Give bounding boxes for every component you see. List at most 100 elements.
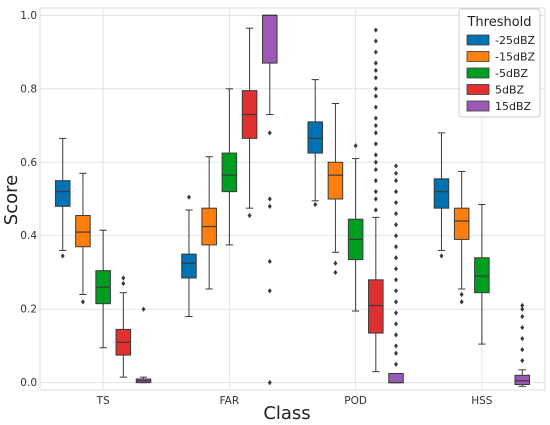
box--25dBZ-HSS (433, 132, 450, 259)
outlier-point (373, 38, 378, 44)
legend-swatch--15dBZ (466, 51, 490, 62)
outlier-point (394, 178, 399, 184)
box-iqr (307, 121, 323, 154)
box-iqr (474, 257, 490, 294)
outlier-point (373, 104, 378, 110)
box-iqr (514, 374, 531, 385)
outlier-point (394, 189, 399, 195)
outlier-point (267, 196, 272, 202)
outlier-point (353, 143, 358, 149)
box--15dBZ-TS (75, 172, 91, 305)
outlier-point (333, 260, 338, 266)
legend-swatch-15dBZ (466, 100, 490, 112)
legend-label: -5dBZ (495, 67, 528, 80)
box--15dBZ-FAR (201, 156, 217, 290)
outlier-point (394, 299, 399, 305)
box-15dBZ-TS (135, 306, 152, 384)
outlier-point (373, 178, 378, 184)
y-axis-title: Score (1, 175, 22, 225)
box-iqr (262, 14, 278, 64)
legend-swatch--5dBZ (466, 67, 490, 79)
legend-label: 5dBZ (495, 84, 525, 97)
outlier-point (373, 196, 378, 202)
legend-label: 15dBZ (495, 100, 532, 113)
outlier-point (394, 350, 399, 356)
outlier-point (373, 141, 378, 147)
outlier-point (394, 343, 399, 349)
outlier-point (333, 269, 338, 276)
box--25dBZ-TS (54, 137, 71, 259)
outlier-point (394, 163, 399, 169)
y-tick-label: 0.0 (20, 377, 37, 389)
y-tick-label: 0.4 (20, 230, 37, 242)
x-axis-title: Class (263, 403, 310, 424)
outlier-point (373, 167, 378, 173)
outlier-point (80, 299, 85, 305)
outlier-point (520, 358, 525, 364)
outlier-point (520, 324, 525, 331)
box--5dBZ-FAR (221, 88, 238, 246)
box-15dBZ-FAR (262, 14, 278, 386)
box-5dBZ-FAR (241, 27, 258, 219)
outlier-point (394, 211, 399, 217)
outlier-point (373, 159, 378, 165)
x-tick-label: HSS (471, 395, 493, 407)
outlier-point (394, 277, 399, 283)
box-iqr (388, 372, 404, 384)
legend-swatch-5dBZ (466, 84, 490, 95)
box--25dBZ-FAR (181, 194, 197, 318)
outlier-point (394, 170, 399, 176)
outlier-point (373, 86, 378, 92)
outlier-point (373, 60, 378, 66)
outlier-point (186, 194, 191, 200)
box-iqr (54, 180, 71, 207)
box--5dBZ-TS (95, 229, 111, 349)
outlier-point (373, 49, 378, 55)
outlier-point (247, 212, 252, 219)
outlier-point (267, 130, 272, 136)
outlier-point (313, 201, 318, 208)
box--15dBZ-POD (327, 103, 344, 276)
outlier-point (394, 321, 399, 327)
outlier-point (394, 222, 399, 228)
outlier-point (121, 275, 126, 281)
outlier-point (373, 93, 378, 99)
outlier-point (141, 306, 146, 312)
outlier-point (394, 332, 399, 338)
box-iqr (181, 253, 197, 279)
outlier-point (394, 266, 399, 272)
outlier-point (373, 75, 378, 81)
box--15dBZ-HSS (453, 170, 470, 305)
plot-layer (54, 14, 531, 387)
outlier-point (60, 253, 65, 259)
outlier-point (121, 280, 126, 287)
axis-layer: 0.0 0.2 0.4 0.6 0.8 1.0 TS FAR POD HSS (20, 10, 493, 407)
outlier-point (439, 253, 444, 259)
outlier-point (520, 306, 525, 312)
outlier-point (373, 122, 378, 129)
outlier-point (267, 288, 272, 294)
legend-label: -25dBZ (495, 34, 535, 47)
y-tick-label: 0.6 (20, 157, 37, 169)
outlier-point (459, 299, 464, 305)
outlier-point (394, 361, 399, 367)
y-tick-label: 0.8 (20, 83, 37, 95)
box-iqr (327, 161, 344, 200)
outlier-point (373, 152, 378, 158)
outlier-point (394, 255, 399, 261)
outlier-point (520, 302, 525, 309)
legend-title: Threshold (466, 15, 531, 30)
x-tick-label: TS (96, 395, 110, 407)
outlier-point (373, 67, 378, 74)
outlier-point (373, 130, 378, 136)
box-15dBZ-POD (388, 163, 404, 384)
outlier-point (373, 115, 378, 121)
box-5dBZ-TS (115, 275, 132, 378)
outlier-point (373, 207, 378, 213)
y-tick-label: 0.2 (20, 304, 37, 316)
outlier-point (520, 335, 525, 342)
box-iqr (75, 215, 91, 248)
box--25dBZ-POD (307, 79, 323, 208)
